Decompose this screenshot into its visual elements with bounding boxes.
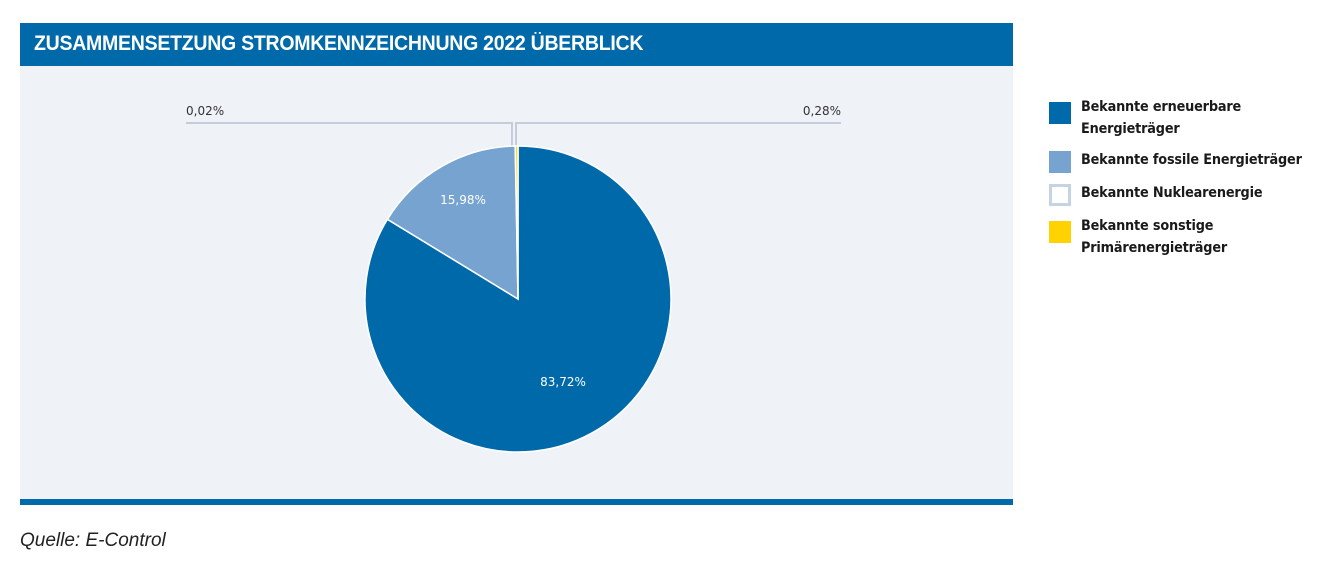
- slice-fossil: [386, 145, 519, 301]
- swatch-renewable: [1049, 102, 1071, 124]
- swatch-nuclear: [1049, 184, 1071, 206]
- pie-slices: [364, 145, 672, 453]
- bottom-accent-bar: [20, 499, 1013, 505]
- label-other-pct: 0,28%: [803, 104, 841, 118]
- legend-item-renewable: Bekannte erneuerbare Energieträger: [1049, 96, 1334, 140]
- swatch-fossil: [1049, 151, 1071, 173]
- legend-label: Bekannte sonstige Primärenergieträger: [1081, 218, 1228, 256]
- leader-line-nuclear: [186, 122, 513, 146]
- leader-line-other: [515, 122, 841, 146]
- legend-item-nuclear: Bekannte Nuklearenergie: [1049, 182, 1334, 206]
- legend-label: Bekannte fossile Energieträger: [1081, 152, 1302, 168]
- legend: Bekannte erneuerbare Energieträger Bekan…: [1049, 96, 1334, 268]
- source-note: Quelle: E-Control: [20, 530, 166, 551]
- label-renewable-pct: 83,72%: [540, 375, 586, 389]
- chart-title: ZUSAMMENSETZUNG STROMKENNZEICHNUNG 2022 …: [34, 32, 644, 55]
- legend-label: Bekannte erneuerbare Energieträger: [1081, 99, 1242, 137]
- label-fossil-pct: 15,98%: [440, 193, 486, 207]
- label-nuclear-pct: 0,02%: [186, 104, 224, 118]
- legend-item-other: Bekannte sonstige Primärenergieträger: [1049, 215, 1334, 259]
- legend-item-fossil: Bekannte fossile Energieträger: [1049, 149, 1334, 173]
- chart-header: ZUSAMMENSETZUNG STROMKENNZEICHNUNG 2022 …: [20, 23, 1013, 66]
- legend-label: Bekannte Nuklearenergie: [1081, 185, 1263, 201]
- slice-other: [514, 145, 519, 300]
- swatch-other: [1049, 221, 1071, 243]
- leader-lines: [186, 122, 841, 146]
